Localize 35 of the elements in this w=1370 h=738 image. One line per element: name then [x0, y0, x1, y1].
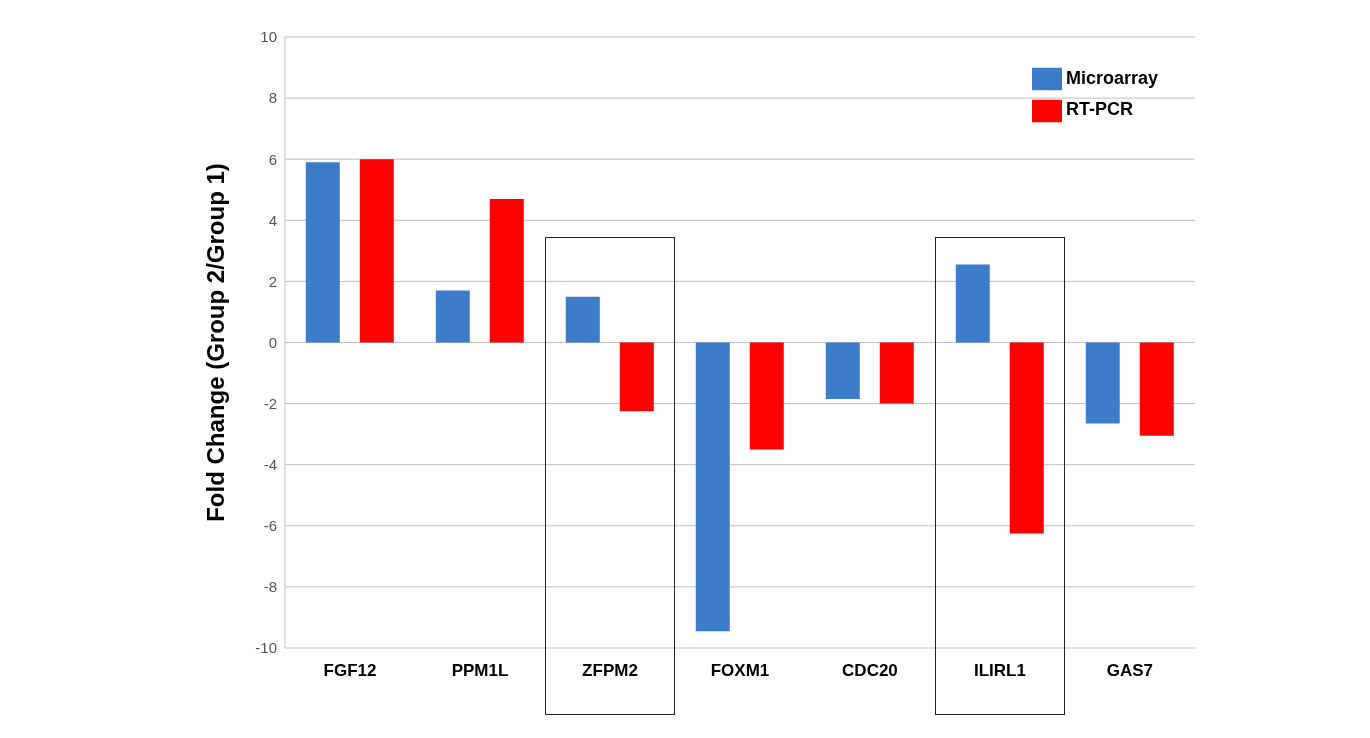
bar: [359, 159, 394, 343]
legend-label: RT-PCR: [1065, 99, 1133, 120]
x-tick-label: GAS7: [1106, 661, 1154, 681]
bar: [1085, 342, 1120, 424]
y-tick-label: -10: [255, 639, 277, 657]
legend-label: Microarray: [1065, 68, 1158, 88]
y-tick-label: -6: [263, 517, 277, 535]
y-tick-label: 0: [268, 333, 277, 351]
bar: [489, 198, 524, 343]
bar: [565, 296, 600, 343]
bar: [1139, 342, 1174, 436]
bar: [955, 264, 990, 343]
bar: [825, 342, 860, 400]
bar: [435, 290, 470, 343]
y-tick-label: 8: [268, 89, 277, 107]
y-tick-label: -2: [263, 394, 277, 412]
x-tick-label: ZFPM2: [582, 661, 638, 681]
x-tick-label: FGF12: [323, 661, 377, 681]
bar: [305, 162, 340, 343]
bar: [749, 342, 784, 450]
bar: [879, 342, 914, 404]
y-tick-label: 6: [268, 150, 277, 168]
x-tick-label: FOXM1: [710, 661, 770, 681]
bar: [619, 342, 654, 412]
y-tick-label: 4: [268, 211, 277, 229]
y-tick-label: 2: [268, 272, 277, 290]
y-axis-title: Fold Change (Group 2/Group 1): [201, 163, 229, 522]
x-tick-label: CDC20: [842, 661, 898, 681]
y-tick-label: -8: [263, 578, 277, 596]
bar: [1009, 342, 1044, 534]
x-tick-label: ILIRL1: [973, 661, 1026, 681]
bar: [695, 342, 730, 632]
y-tick-label: 10: [260, 28, 277, 46]
x-tick-label: PPM1L: [451, 661, 509, 681]
y-tick-label: -4: [263, 456, 277, 474]
